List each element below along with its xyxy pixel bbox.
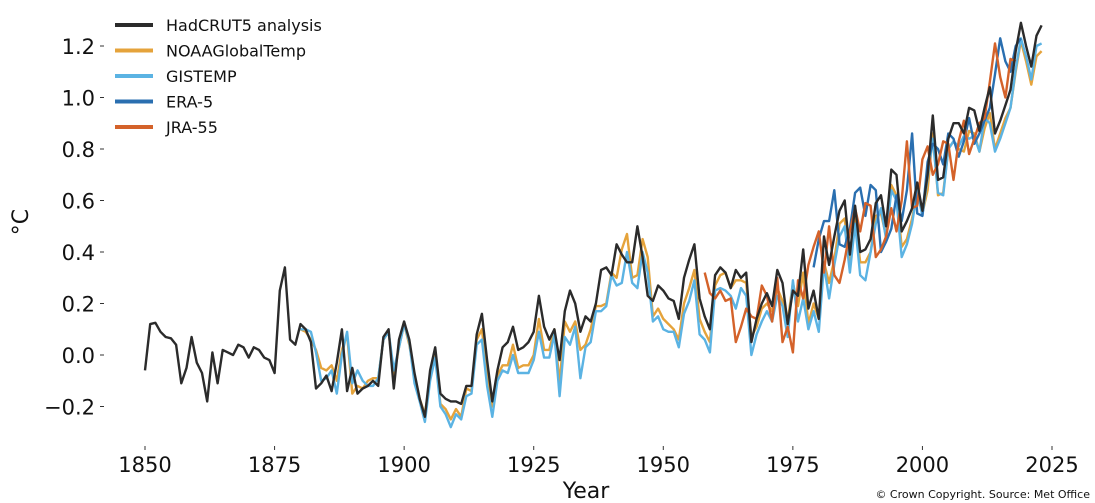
y-axis-label: °C bbox=[9, 209, 34, 235]
legend-item: HadCRUT5 analysis bbox=[115, 16, 322, 35]
y-tick-label: 0.2 bbox=[62, 293, 95, 317]
legend-label: ERA-5 bbox=[166, 93, 213, 112]
y-tick-label: 1.2 bbox=[62, 35, 95, 59]
series-line-hadcrut5-analysis bbox=[143, 21, 1043, 418]
legend-item: ERA-5 bbox=[115, 93, 213, 112]
legend-label: GISTEMP bbox=[166, 67, 237, 86]
y-axis: −0.2 0.0 0.2 0.4 0.6 0.8 1.0 1.2 bbox=[44, 35, 104, 420]
x-tick-label: 2000 bbox=[896, 453, 949, 477]
legend-label: JRA-55 bbox=[165, 118, 218, 137]
legend: HadCRUT5 analysis NOAAGlobalTemp GISTEMP ER… bbox=[115, 16, 322, 137]
y-tick-label: −0.2 bbox=[44, 396, 95, 420]
legend-label: NOAAGlobalTemp bbox=[166, 42, 306, 61]
x-tick-label: 1975 bbox=[766, 453, 819, 477]
y-tick-label: 0.6 bbox=[62, 190, 95, 214]
copyright-credit: © Crown Copyright. Source: Met Office bbox=[875, 488, 1090, 501]
series-layer bbox=[143, 21, 1043, 429]
legend-item: JRA-55 bbox=[115, 118, 218, 137]
x-tick-label: 2025 bbox=[1025, 453, 1078, 477]
y-tick-label: 0.0 bbox=[62, 344, 95, 368]
series-line-gistemp bbox=[300, 37, 1043, 429]
x-tick-label: 1875 bbox=[248, 453, 301, 477]
x-tick-label: 1900 bbox=[377, 453, 430, 477]
legend-label: HadCRUT5 analysis bbox=[166, 16, 322, 35]
x-axis: 1850 1875 1900 1925 1950 1975 2000 2025 bbox=[118, 446, 1079, 477]
x-tick-label: 1950 bbox=[637, 453, 690, 477]
x-tick-label: 1925 bbox=[507, 453, 560, 477]
x-axis-label: Year bbox=[562, 479, 611, 503]
legend-item: NOAAGlobalTemp bbox=[115, 42, 306, 61]
y-tick-label: 0.8 bbox=[62, 138, 95, 162]
y-tick-label: 0.4 bbox=[62, 241, 95, 265]
y-tick-label: 1.0 bbox=[62, 87, 95, 111]
x-tick-label: 1850 bbox=[118, 453, 171, 477]
series-line-jra-55 bbox=[703, 42, 1017, 354]
legend-item: GISTEMP bbox=[115, 67, 237, 86]
